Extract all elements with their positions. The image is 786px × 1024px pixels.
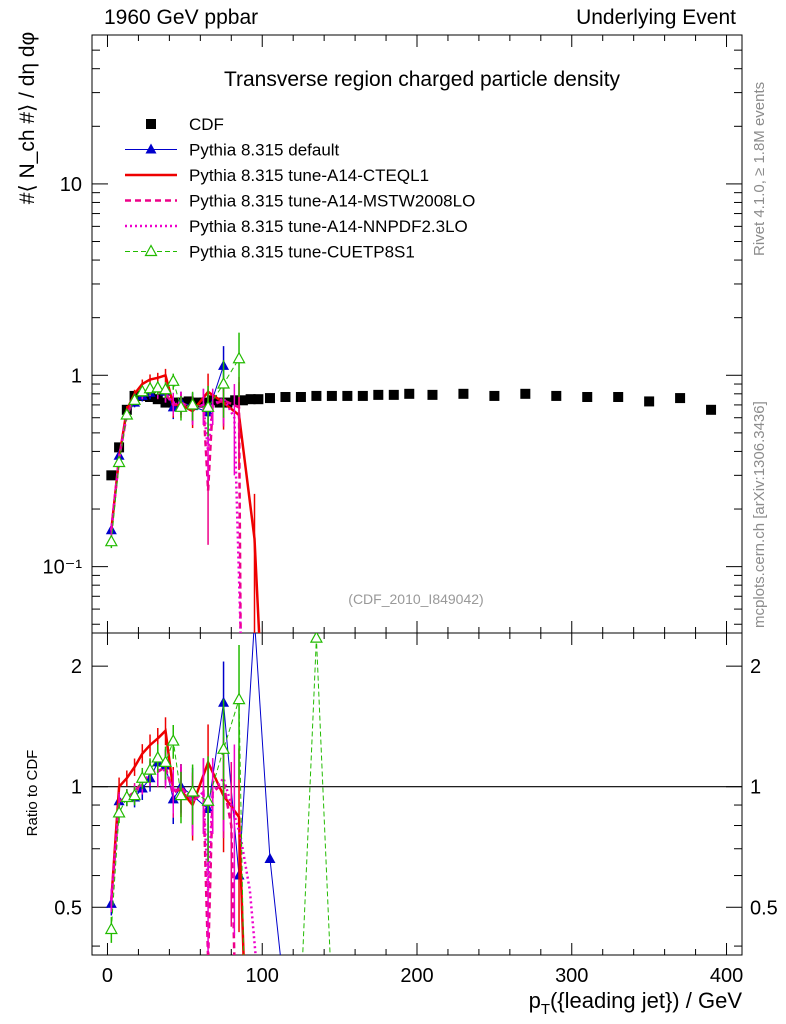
series-4-marker (217, 376, 231, 389)
series-4-ratio-marker (186, 784, 200, 797)
legend-series-2-label: Pythia 8.315 tune-A14-MSTW2008LO (189, 192, 475, 211)
legend-series-3-label: Pythia 8.315 tune-A14-NNPDF2.3LO (189, 217, 468, 236)
cdf-data-point (613, 391, 624, 402)
cdf-data-point (357, 390, 368, 401)
cdf-data-point (520, 388, 531, 399)
cdf-data-point (582, 391, 593, 402)
x-axis-label: pT({leading jet}) / GeV (529, 988, 743, 1018)
cdf-data-point (264, 393, 275, 404)
x-axis-label-p: p (529, 988, 541, 1013)
ratio-y-tick-label: 1 (71, 777, 82, 799)
series-4-ratio-marker (232, 692, 246, 705)
series-4-marker (158, 382, 173, 395)
series-1-line (110, 373, 261, 633)
header-right: Underlying Event (576, 6, 736, 29)
ratio-y-axis-label: Ratio to CDF (24, 750, 41, 837)
series-4-marker (151, 380, 165, 393)
cdf-data-point (427, 389, 438, 400)
main-y-axis-label: #⟨ N_ch #⟩ / dη dφ (16, 32, 39, 204)
chart-title: Transverse region charged particle densi… (224, 68, 621, 91)
cdf-data-point (183, 396, 194, 407)
series-4-ratio-marker (309, 633, 323, 643)
x-tick-label: 0 (102, 965, 113, 987)
series-4-ratio-line (110, 638, 331, 955)
cdf-data-point (706, 404, 717, 415)
x-axis-label-rest: ({leading jet}) / GeV (550, 988, 742, 1013)
ratio-y-tick-label: 0.5 (54, 897, 82, 919)
series-4-marker (174, 400, 188, 412)
cdf-data-point (199, 397, 210, 408)
cdf-data-point (253, 394, 264, 405)
cdf-data-point (675, 393, 686, 404)
series-4-ratio-marker (112, 805, 126, 818)
series-4-ratio-marker (135, 770, 149, 783)
cdf-data-point (245, 394, 256, 405)
main-y-tick-label: 10⁻¹ (43, 557, 83, 579)
legend-cdf-label: CDF (189, 115, 224, 134)
x-axis-label-sub: T (541, 1001, 550, 1018)
cdf-data-point (114, 442, 125, 453)
series-4-marker (232, 351, 246, 364)
series-4-marker (201, 400, 215, 412)
legend-series-0-label: Pythia 8.315 default (189, 141, 340, 160)
cdf-data-point (311, 390, 322, 401)
series-4-marker (128, 393, 142, 405)
x-tick-label: 100 (246, 965, 279, 987)
x-tick-label: 200 (400, 965, 433, 987)
x-tick-label: 400 (710, 965, 743, 987)
cdf-data-point (191, 397, 202, 408)
ratio-y-tick-label-right: 1 (750, 777, 761, 799)
legend-series-1-label: Pythia 8.315 tune-A14-CTEQL1 (189, 166, 429, 185)
header-left: 1960 GeV ppbar (104, 6, 259, 29)
ratio-data (104, 633, 331, 955)
cdf-data-point (551, 390, 562, 401)
series-4-ratio-marker (158, 755, 173, 768)
cdf-data-point (644, 396, 655, 407)
series-4-marker (166, 374, 180, 386)
series-4-ratio-marker (104, 922, 118, 935)
ratio-y-tick-label-right: 2 (750, 656, 761, 678)
ratio-y-tick-label-right: 0.5 (750, 897, 778, 919)
legend-series-4-marker (144, 244, 158, 257)
cdf-data-point (404, 388, 415, 399)
cdf-data-point (388, 389, 399, 400)
series-4-ratio-marker (174, 788, 188, 801)
legend-cdf-marker (146, 119, 156, 129)
ratio-y-tick-label: 2 (71, 656, 82, 678)
series-4-ratio-marker (217, 742, 231, 754)
series-4-ratio-marker (151, 750, 165, 763)
series-4-ratio-marker (128, 788, 142, 801)
cdf-data-point (373, 389, 384, 400)
cdf-data-point (230, 395, 241, 406)
cdf-data-point (489, 390, 500, 401)
series-4-ratio-marker (143, 762, 157, 775)
series-0-ratio-marker (264, 852, 276, 863)
main-y-tick-label: 10 (60, 174, 82, 196)
analysis-label: (CDF_2010_I849042) (348, 591, 483, 607)
cdf-data-point (280, 391, 291, 402)
series-4-marker (112, 455, 126, 468)
series-4-ratio-marker (166, 733, 180, 746)
legend-series-4-label: Pythia 8.315 tune-CUETP8S1 (189, 243, 415, 262)
cdf-data-point (326, 390, 337, 401)
series-4-marker (120, 407, 134, 420)
main-y-tick-label: 1 (71, 365, 82, 387)
cdf-data-point (342, 390, 353, 401)
series-2-line (110, 388, 242, 633)
main-axes: 10 1 10⁻¹ #⟨ N_ch #⟩ / dη dφ (16, 32, 743, 634)
legend: CDF Pythia 8.315 default Pythia 8.315 tune… (125, 115, 475, 262)
series-4-marker (186, 397, 200, 410)
cdf-data-point (237, 395, 248, 406)
main-data (104, 332, 717, 633)
series-4-ratio-marker (201, 793, 215, 806)
cdf-data-point (458, 388, 469, 399)
series-4-marker (104, 534, 118, 547)
x-tick-label: 300 (555, 965, 588, 987)
cdf-data-point (106, 470, 117, 481)
series-3-line (110, 388, 242, 633)
legend-series-0-marker (145, 143, 157, 154)
cdf-data-point (295, 391, 306, 402)
